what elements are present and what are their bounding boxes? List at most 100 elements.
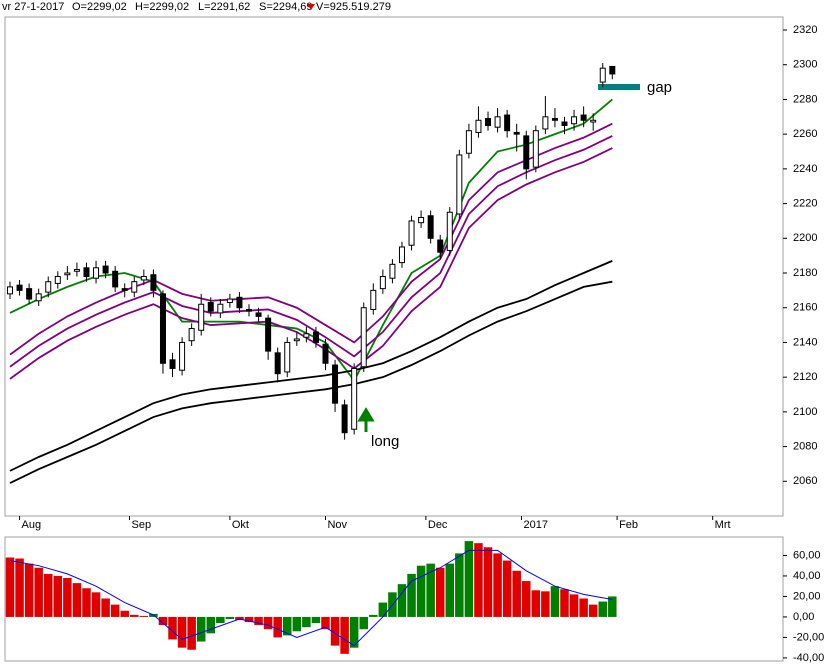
candle-body (456, 154, 463, 215)
histogram-bar (187, 616, 196, 650)
candle-body (437, 239, 444, 253)
candle-body (112, 270, 119, 288)
signal-line (9, 549, 613, 647)
candle-body (64, 272, 71, 276)
candle-body (274, 352, 281, 375)
candle-body (293, 338, 300, 342)
candle-body (179, 341, 186, 371)
histogram-bar (349, 616, 359, 648)
histogram-bar (206, 616, 216, 634)
header-open: O=2299,02 (72, 1, 127, 13)
y-tick-label: 60,00 (793, 549, 821, 561)
candle-body (198, 303, 205, 331)
candle-body (159, 293, 166, 364)
candle-body (26, 288, 33, 300)
candle-body (45, 281, 52, 293)
y-tick-label: 2280 (793, 93, 817, 105)
header-low: L=2291,62 (198, 1, 250, 13)
x-tick-label: Mrt (715, 519, 731, 531)
candle-body (7, 286, 13, 295)
candle-body (284, 341, 291, 373)
candle-body (571, 116, 578, 125)
candle-body (408, 220, 415, 246)
candle-body (93, 267, 100, 279)
candle-body (341, 404, 348, 434)
histogram-bar (283, 616, 292, 636)
candle-body (379, 275, 386, 290)
histogram-bar (82, 588, 91, 617)
histogram-bar (225, 616, 235, 619)
histogram-bar (579, 598, 588, 617)
candle-body (217, 303, 224, 314)
candle-body (532, 130, 539, 168)
histogram-bar (426, 563, 435, 617)
annotation: gap (647, 79, 672, 96)
candle-body (494, 116, 501, 128)
y-tick-label: 2080 (793, 440, 817, 452)
histogram-bar (130, 614, 139, 617)
x-tick-label: Feb (619, 519, 638, 531)
histogram-bar (273, 616, 282, 638)
histogram-bar (550, 586, 560, 617)
candle-body (35, 293, 42, 302)
histogram-bar (120, 610, 129, 617)
y-tick-label: 2300 (793, 59, 817, 71)
long-arrow (357, 407, 375, 432)
candle-body (504, 114, 511, 132)
candle-body (121, 288, 128, 291)
histogram-bar (397, 584, 407, 617)
candle-body (427, 215, 434, 239)
histogram-bar (493, 553, 502, 617)
histogram-bar (502, 560, 512, 617)
histogram-bar (244, 616, 254, 623)
candle-body (169, 359, 176, 369)
candle-body (609, 65, 616, 75)
y-tick-label: 2260 (793, 128, 817, 140)
histogram-bar (522, 581, 531, 617)
y-tick-label: -20,00 (793, 631, 824, 643)
histogram-bar (34, 567, 43, 617)
y-tick-label: 2200 (793, 232, 817, 244)
histogram-bar (407, 573, 416, 617)
moving-average (9, 260, 613, 472)
moving-average (9, 122, 613, 356)
histogram-bar (196, 616, 206, 642)
candle-body (54, 275, 61, 284)
candle-body (370, 289, 377, 310)
histogram-bar (560, 589, 569, 617)
candle-body (351, 367, 358, 430)
histogram-bar (24, 563, 34, 617)
histogram-bar (359, 616, 368, 630)
candle-body (207, 302, 214, 312)
y-tick-label: 2160 (793, 302, 817, 314)
histogram-bar (5, 557, 15, 617)
histogram-bar (302, 616, 311, 628)
histogram-bar (455, 553, 464, 617)
histogram-bar (531, 590, 541, 617)
candle-body (513, 131, 520, 135)
x-tick-label: 2017 (523, 519, 547, 531)
x-tick-label: Aug (22, 519, 42, 531)
histogram-bar (321, 616, 330, 630)
histogram-bar (608, 596, 617, 617)
y-tick-label: 2140 (793, 336, 817, 348)
candle-body (398, 246, 405, 264)
histogram-bar (512, 570, 521, 617)
y-tick-label: -40,00 (793, 652, 824, 664)
histogram-bar (177, 616, 187, 648)
histogram-bar (53, 575, 63, 617)
moving-average (9, 98, 613, 383)
histogram-bar (15, 558, 24, 617)
histogram-bar (474, 543, 483, 617)
header-close: S=2294,69 (259, 1, 313, 13)
candle-body (389, 263, 396, 279)
candle-body (580, 114, 587, 121)
histogram-bar (330, 616, 340, 646)
candle-body (303, 333, 310, 338)
histogram-bar (435, 567, 445, 617)
histogram-bar (158, 616, 168, 626)
histogram-bar (369, 614, 378, 617)
histogram-bar (110, 604, 120, 617)
histogram-bar (588, 604, 598, 617)
